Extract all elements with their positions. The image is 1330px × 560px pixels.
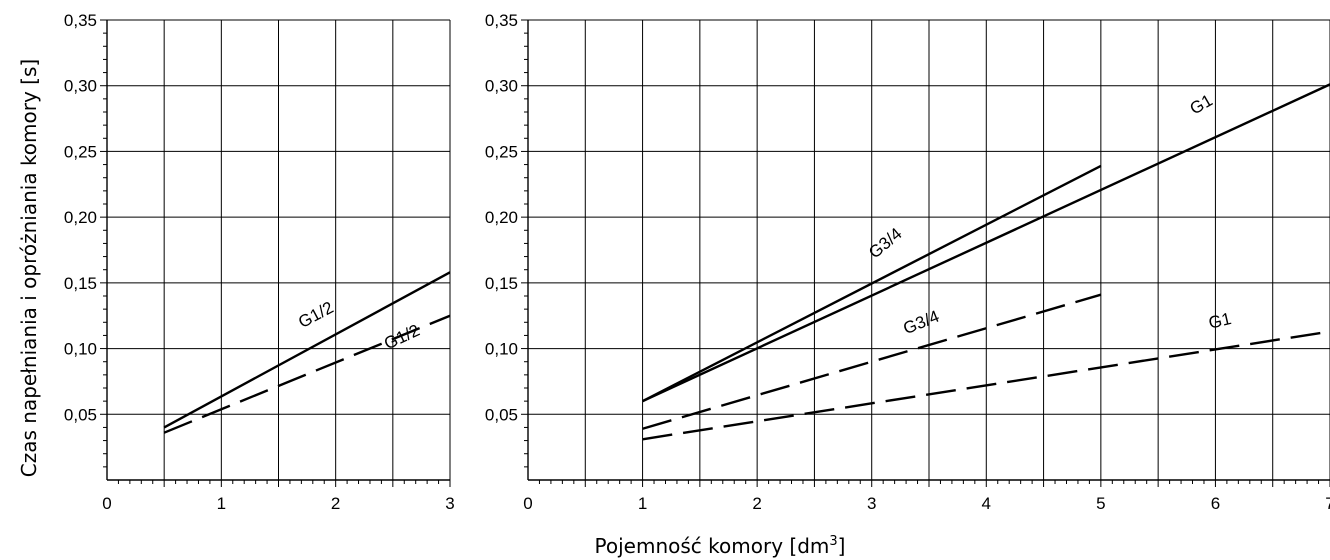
curve-label: G3/4	[865, 224, 905, 262]
y-tick-label: 0,20	[64, 208, 97, 227]
y-tick-label: 0,10	[485, 340, 518, 359]
x-tick-label: 3	[445, 494, 454, 513]
x-tick-label: 4	[982, 494, 991, 513]
y-tick-label: 0,05	[64, 405, 97, 424]
x-axis-title-end: ]	[838, 534, 846, 558]
curve-label: G1	[1187, 91, 1216, 119]
y-tick-label: 0,10	[64, 340, 97, 359]
x-tick-label: 2	[331, 494, 340, 513]
chart-left: 0,050,100,150,200,250,300,350 1 2 3G1/2G1/2	[64, 11, 455, 513]
series-line-g34-solid	[642, 164, 1102, 403]
curve-label: G1	[1207, 309, 1233, 333]
series-line-g1-dashed	[642, 330, 1330, 441]
y-tick-label: 0,25	[64, 142, 97, 161]
x-axis-title: Pojemność komory [dm3]	[595, 534, 846, 558]
y-tick-label: 0,30	[485, 77, 518, 96]
y-tick-label: 0,25	[485, 142, 518, 161]
x-axis-title-sup: 3	[829, 534, 837, 549]
y-tick-label: 0,35	[64, 11, 97, 30]
chart-right: 0,05 0,10 0,15 0,20 0,25 0,30 0,35 0 1 2 3 4 5 6 7 G3/4…	[485, 11, 1330, 513]
series-line-g12-solid	[163, 271, 451, 429]
x-tick-label: 0	[523, 494, 532, 513]
series-line-g1-solid	[642, 83, 1330, 403]
series-line-g34-dashed	[642, 293, 1102, 430]
x-tick-label: 1	[638, 494, 647, 513]
x-tick-label: 0	[102, 494, 111, 513]
y-tick-label: 0,15	[485, 274, 518, 293]
y-tick-label: 0,30	[64, 77, 97, 96]
y-axis-title: Czas napełniania i opróżniania komory [s…	[17, 59, 41, 477]
x-tick-label: 2	[752, 494, 761, 513]
curve-label: G3/4	[901, 307, 942, 338]
y-tick-label: 0,15	[64, 274, 97, 293]
y-tick-label: 0,35	[485, 11, 518, 30]
curve-label: G1/2	[295, 298, 336, 332]
x-axis-title-main: Pojemność komory [dm	[595, 534, 830, 558]
x-tick-label: 7	[1325, 494, 1330, 513]
x-tick-label: 5	[1096, 494, 1105, 513]
x-tick-label: 1	[217, 494, 226, 513]
x-tick-label: 6	[1211, 494, 1220, 513]
y-tick-label: 0,20	[485, 208, 518, 227]
series-line-g12-dashed	[163, 314, 451, 434]
y-tick-label: 0,05	[485, 405, 518, 424]
x-tick-label: 3	[867, 494, 876, 513]
